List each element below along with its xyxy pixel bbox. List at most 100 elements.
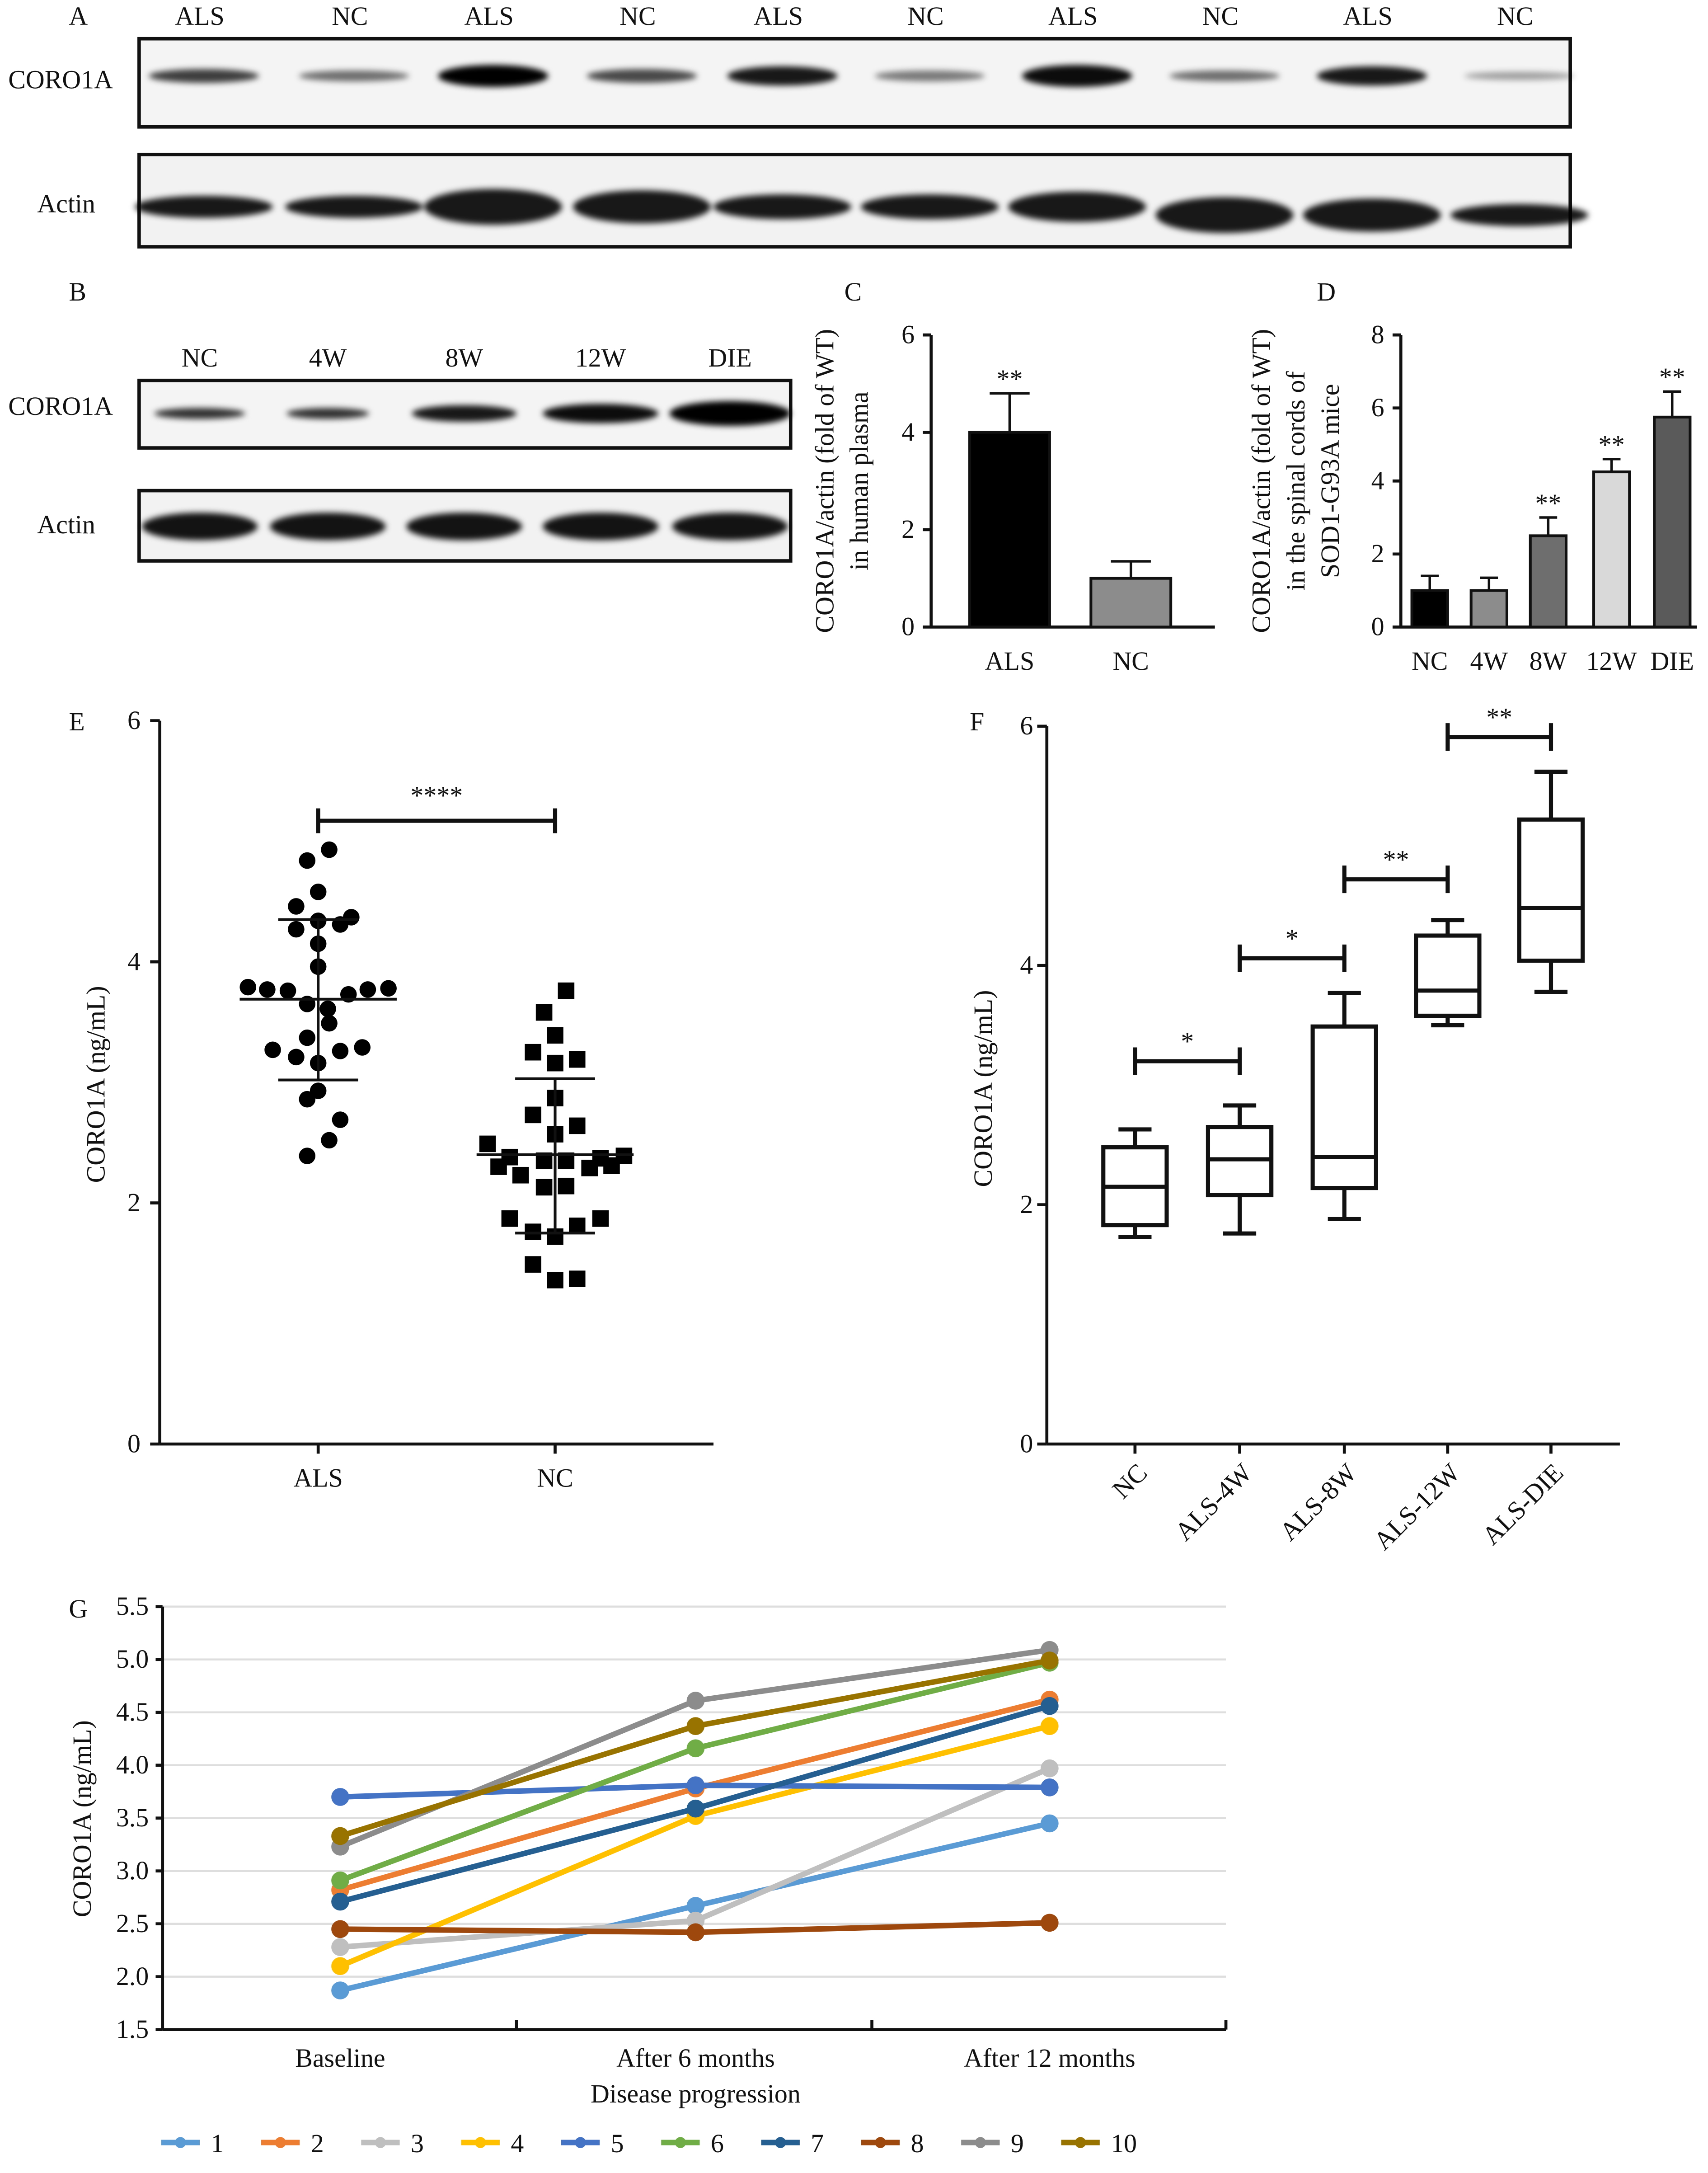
- y-axis-label: CORO1A (ng/mL): [67, 1720, 97, 1917]
- data-point-NC: [581, 1159, 598, 1176]
- panel-label-c: C: [845, 277, 862, 306]
- significance-label: ****: [410, 781, 463, 810]
- legend-label: 8: [911, 2129, 924, 2158]
- data-point-series-5: [1041, 1778, 1059, 1797]
- band-actin: [285, 196, 423, 218]
- significance-label: **: [1486, 702, 1512, 732]
- band-coro1a: [299, 70, 409, 82]
- x-tick-label: 8W: [1530, 646, 1567, 676]
- lane-label: ALS: [754, 1, 803, 31]
- data-point-ALS: [321, 1015, 338, 1032]
- band-coro1a: [587, 69, 697, 83]
- data-point-NC: [535, 1179, 553, 1196]
- data-point-series-5: [686, 1776, 705, 1794]
- legend-label: 10: [1111, 2129, 1137, 2158]
- data-point-series-1: [1041, 1814, 1059, 1833]
- y-axis-label: in the spinal cords of: [1281, 371, 1310, 591]
- legend-label: 3: [411, 2129, 424, 2158]
- band-actin: [861, 194, 999, 220]
- x-tick-label: ALS-12W: [1368, 1458, 1466, 1556]
- x-axis-label: Disease progression: [591, 2079, 801, 2108]
- panel-label-b: B: [69, 277, 86, 306]
- bar-12W: [1592, 470, 1631, 629]
- data-point-ALS: [332, 1111, 349, 1128]
- panel-b-western-blot: B NC 4W 8W 12W DIE CORO1A Actin: [8, 277, 793, 563]
- y-tick-label: 6: [901, 320, 915, 349]
- data-point-ALS: [321, 1132, 338, 1149]
- y-tick-label: 4: [1371, 466, 1384, 495]
- x-tick-label: ALS-DIE: [1476, 1458, 1569, 1550]
- band-actin: [1450, 204, 1588, 226]
- row-label-coro1a: CORO1A: [8, 391, 113, 421]
- data-point-ALS: [279, 982, 296, 999]
- significance-label: **: [1659, 362, 1685, 392]
- band-actin: [1008, 192, 1146, 222]
- legend-marker-1: [175, 2137, 186, 2148]
- data-point-NC: [501, 1210, 518, 1227]
- data-point-NC: [547, 1027, 563, 1044]
- data-point-ALS: [288, 921, 305, 938]
- bar-4W: [1469, 589, 1508, 629]
- data-point-ALS: [299, 852, 316, 869]
- data-point-ALS: [321, 841, 338, 858]
- band-coro1a: [149, 69, 259, 83]
- data-point-series-3: [331, 1938, 349, 1956]
- significance-label: *: [1181, 1027, 1194, 1056]
- data-point-ALS: [288, 1049, 305, 1066]
- legend-marker-2: [275, 2137, 286, 2148]
- y-tick-label: 3.5: [116, 1803, 149, 1832]
- data-point-NC: [568, 1270, 586, 1287]
- x-tick-label: ALS: [985, 646, 1034, 676]
- band-coro1a: [1317, 66, 1427, 86]
- data-point-series-1: [686, 1897, 705, 1915]
- y-tick-label: 3.0: [116, 1856, 149, 1885]
- bar-NC: [1089, 577, 1173, 629]
- legend-label: 5: [611, 2129, 624, 2158]
- data-point-ALS: [332, 1043, 349, 1059]
- lane-label: NC: [182, 343, 218, 372]
- significance-label: **: [1535, 489, 1561, 518]
- y-tick-label: 4.0: [116, 1750, 149, 1779]
- data-point-NC: [525, 1044, 542, 1061]
- data-point-series-5: [331, 1788, 349, 1806]
- data-point-ALS: [354, 1039, 371, 1056]
- bar-8W: [1529, 534, 1568, 629]
- row-label-actin: Actin: [37, 510, 95, 539]
- data-point-NC: [568, 1217, 586, 1234]
- data-point-series-8: [331, 1920, 349, 1938]
- legend-label: 9: [1011, 2129, 1024, 2158]
- data-point-NC: [558, 1177, 575, 1195]
- band-actin: [1155, 197, 1294, 233]
- data-point-NC: [603, 1157, 620, 1174]
- y-tick-label: 5.0: [116, 1644, 149, 1674]
- data-point-series-9: [686, 1692, 705, 1710]
- significance-label: **: [997, 364, 1023, 394]
- x-tick-label: 12W: [1586, 646, 1637, 676]
- panel-label-d: D: [1317, 277, 1336, 306]
- data-point-series-4: [331, 1957, 349, 1975]
- row-label-actin: Actin: [37, 189, 95, 218]
- data-point-ALS: [319, 1000, 336, 1017]
- band-actin: [424, 188, 562, 225]
- legend-label: 6: [711, 2129, 724, 2158]
- data-point-series-10: [1041, 1651, 1059, 1670]
- data-point-ALS: [359, 981, 376, 998]
- y-tick-label: 8: [1371, 320, 1384, 349]
- panel-e-scatter-chart: E 0 2 4 6 CORO1A (ng/mL) ALS NC ****: [69, 706, 714, 1493]
- y-tick-label: 6: [127, 706, 141, 735]
- data-point-series-7: [331, 1892, 349, 1911]
- data-point-series-6: [686, 1739, 705, 1758]
- row-label-coro1a: CORO1A: [8, 65, 113, 94]
- data-point-NC: [568, 1117, 586, 1134]
- y-tick-label: 0: [1371, 612, 1384, 641]
- band-actin: [141, 513, 258, 541]
- data-point-NC: [479, 1135, 496, 1152]
- data-point-ALS: [299, 1091, 316, 1108]
- data-point-NC: [525, 1106, 542, 1124]
- band-coro1a: [1169, 70, 1280, 82]
- y-tick-label: 2.5: [116, 1909, 149, 1938]
- band-actin: [135, 196, 273, 218]
- band-coro1a: [412, 405, 517, 422]
- panel-label-f: F: [970, 707, 984, 736]
- y-axis-label: CORO1A/actin (fold of WT): [1247, 329, 1276, 633]
